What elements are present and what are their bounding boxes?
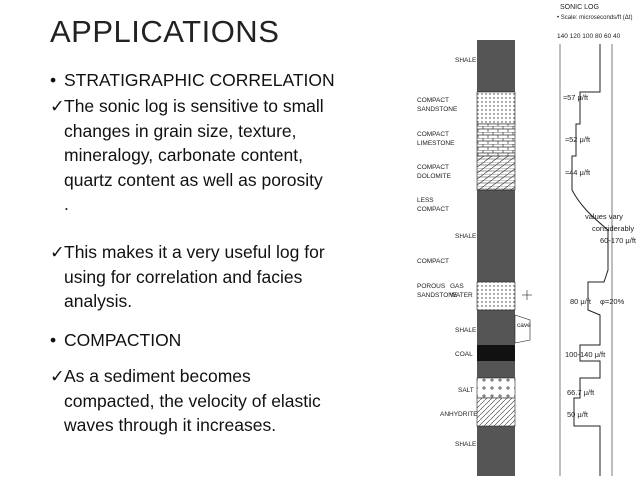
cave-notch — [514, 314, 531, 344]
lithology-label: COMPACT — [417, 97, 449, 104]
log-annotation: values vary — [585, 212, 623, 221]
bullet-text: using for correlation and facies — [64, 266, 303, 287]
sandstone-layer — [476, 91, 516, 125]
lithology-label: LIMESTONE — [417, 140, 455, 147]
sonic-log-track — [559, 44, 613, 476]
bullet-text: changes in grain size, texture, — [64, 120, 297, 141]
bullet-text: STRATIGRAPHIC CORRELATION — [64, 70, 335, 90]
limestone-layer — [476, 123, 516, 157]
log-annotation: ≈57 μ/ft — [563, 93, 589, 102]
figure-header: SONIC LOG — [560, 4, 599, 11]
lithology-label: ANHYDRITE — [440, 411, 478, 418]
lithology-label: COAL — [455, 351, 473, 358]
lithology-label: GAS — [450, 283, 464, 290]
cave-label: cave — [517, 322, 531, 329]
porous-sandstone-layer — [476, 281, 516, 311]
lithology-column — [476, 40, 532, 476]
lithology-label: SANDSTONE — [417, 106, 458, 113]
bullet-marker: ✓ — [50, 96, 65, 116]
lithology-label: COMPACT — [417, 258, 449, 265]
bullet-text: The sonic log is sensitive to small — [64, 96, 324, 116]
bullet-marker: • — [50, 70, 57, 90]
bullet-text: . — [64, 194, 69, 214]
log-annotation: 80 μ/ft — [570, 297, 592, 306]
log-annotation: 66.7 μ/ft — [567, 388, 595, 397]
bullet-text: mineralogy, carbonate content, — [64, 145, 303, 165]
lithology-label: SALT — [458, 387, 474, 394]
lithology-label: POROUS — [417, 283, 446, 290]
bullet-text: As a sediment becomes — [64, 366, 251, 386]
lithology-label: COMPACT — [417, 164, 449, 171]
salt-layer — [476, 377, 516, 399]
scale-note: • Scale: microseconds/ft (Δt) — [557, 15, 632, 21]
lithology-label: SHALE — [455, 233, 477, 240]
bullet-text: This makes it a very useful log for — [64, 242, 325, 262]
sonic-curve — [571, 44, 609, 476]
bullet-marker: ✓ — [50, 366, 65, 386]
bullet-text: analysis. — [64, 291, 133, 311]
lithology-label: SHALE — [455, 441, 477, 448]
bullet-text: waves through it increases. — [64, 415, 277, 435]
log-annotation: ≈52 μ/ft — [565, 135, 591, 144]
lithology-label: DOLOMITE — [417, 173, 452, 180]
bullet-marker: ✓ — [50, 242, 65, 262]
lithology-label: WATER — [450, 292, 473, 299]
coal-layer — [477, 345, 515, 361]
log-annotation: 60-170 μ/ft — [600, 236, 637, 245]
lithology-label: SHALE — [455, 327, 477, 334]
log-annotation: ≈44 μ/ft — [565, 168, 591, 177]
bullet-text: COMPACTION — [64, 330, 182, 350]
slide-title: APPLICATIONS — [50, 14, 280, 49]
bullet-text: quartz content as well as porosity — [64, 169, 323, 190]
lithology-label: SHALE — [455, 57, 477, 64]
dolomite-layer — [476, 155, 516, 191]
log-annotation: 100-140 μ/ft — [565, 350, 606, 359]
bullet-text: compacted, the velocity of elastic — [64, 390, 321, 411]
lithology-label: COMPACT — [417, 206, 449, 213]
log-annotation: 50 μ/ft — [567, 410, 589, 419]
log-annotation: φ=20% — [600, 297, 625, 306]
log-annotation: considerably — [592, 224, 634, 233]
scale-ticks: 140 120 100 80 60 40 — [557, 33, 621, 40]
lithology-label: LESS — [417, 197, 434, 204]
lithology-label: SANDSTONE — [417, 292, 458, 299]
anhydrite-layer — [476, 397, 516, 427]
bullet-marker: • — [50, 330, 57, 350]
lithology-label: COMPACT — [417, 131, 449, 138]
